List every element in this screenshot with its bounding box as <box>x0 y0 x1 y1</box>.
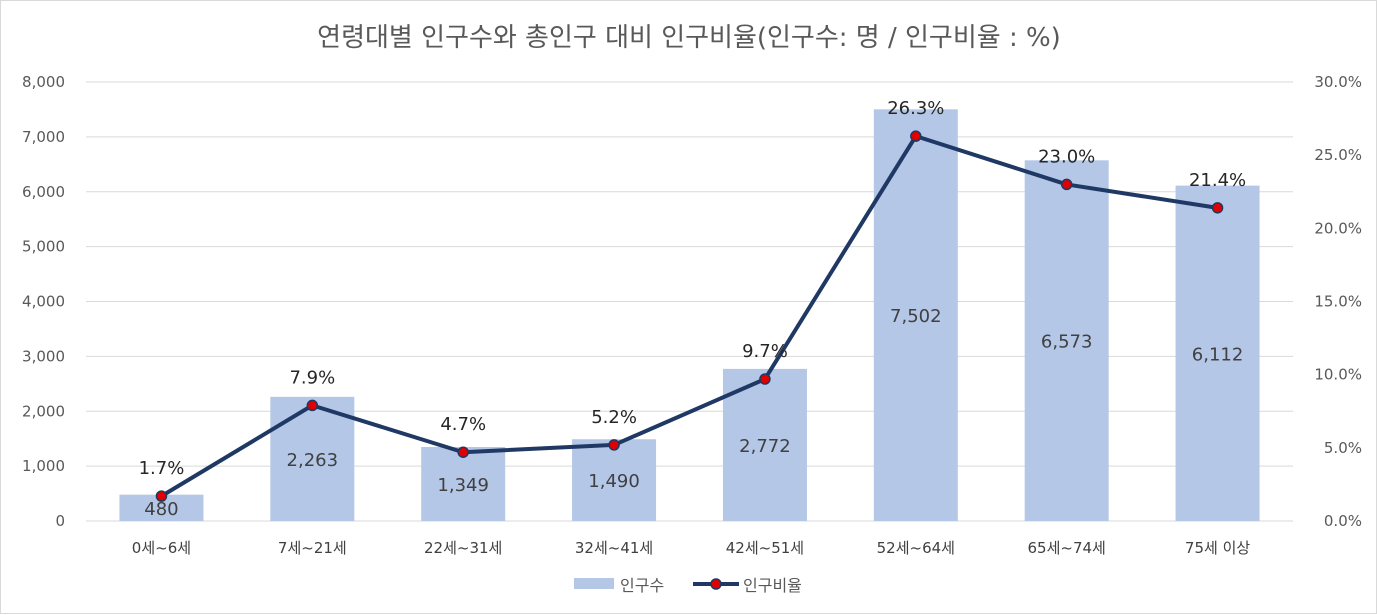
line-data-label: 21.4% <box>1189 170 1246 191</box>
gridlines <box>86 81 1293 522</box>
line-marker <box>608 439 620 451</box>
line-series <box>155 130 1224 502</box>
bar-series <box>119 109 1260 521</box>
line-data-label: 9.7% <box>742 341 788 362</box>
y-right-tick-label: 0.0% <box>1324 512 1362 530</box>
y-left-tick-label: 6,000 <box>22 183 65 201</box>
bar <box>572 439 657 521</box>
bar <box>1175 185 1260 521</box>
bar <box>1024 160 1109 521</box>
legend-marker-line <box>710 578 722 590</box>
y-right-tick-label: 20.0% <box>1314 219 1362 237</box>
y-left-tick-label: 7,000 <box>22 128 65 146</box>
line-marker <box>910 130 922 142</box>
x-tick-label: 32세~41세 <box>575 539 653 557</box>
y-right-tick-label: 25.0% <box>1314 146 1362 164</box>
x-tick-label: 7세~21세 <box>278 539 347 557</box>
legend-swatch-bars <box>574 578 614 589</box>
axes: 0 1,000 2,000 3,000 4,000 5,000 6,000 7,000 8,00… <box>22 73 1362 557</box>
line-data-label: 7.9% <box>289 367 335 388</box>
line-data-label: 4.7% <box>440 414 486 435</box>
y-right-tick-label: 10.0% <box>1314 366 1362 384</box>
y-left-tick-label: 4,000 <box>22 293 65 311</box>
bar <box>270 396 355 521</box>
bar <box>421 446 506 521</box>
line-marker <box>1211 202 1224 214</box>
bar-data-label: 2,263 <box>287 450 339 471</box>
bar-data-label: 2,772 <box>739 436 791 457</box>
line-data-label: 26.3% <box>887 98 944 119</box>
y-left-tick-label: 0 <box>55 512 65 530</box>
bar-data-label: 1,349 <box>437 475 489 496</box>
x-tick-label: 42세~51세 <box>726 539 804 557</box>
y-right-tick-label: 5.0% <box>1324 439 1362 457</box>
y-left-tick-label: 3,000 <box>22 347 65 365</box>
line-data-label: 5.2% <box>591 407 637 428</box>
y-left-tick-label: 8,000 <box>22 73 65 91</box>
legend-label-line: 인구비율 <box>743 576 802 595</box>
bar-data-label: 480 <box>144 499 178 520</box>
y-left-tick-label: 2,000 <box>22 402 65 420</box>
line-marker <box>306 399 319 412</box>
x-tick-label: 65세~74세 <box>1028 539 1106 557</box>
bar <box>722 368 807 521</box>
data-labels: 480 2,263 1,349 1,490 2,772 7,502 6,573 6,112 1.… <box>139 98 1247 520</box>
line-marker <box>759 373 771 385</box>
y-left-tick-label: 1,000 <box>22 457 65 475</box>
line-marker <box>457 446 469 458</box>
x-tick-label: 52세~64세 <box>877 539 955 557</box>
legend-label-bars: 인구수 <box>620 576 664 595</box>
x-tick-label: 0세~6세 <box>132 539 191 557</box>
bar-data-label: 7,502 <box>890 306 942 327</box>
line-data-label: 23.0% <box>1038 146 1095 167</box>
bar-data-label: 1,490 <box>588 471 640 492</box>
y-left-tick-label: 5,000 <box>22 238 65 256</box>
bar-data-label: 6,573 <box>1041 332 1093 353</box>
bar-data-label: 6,112 <box>1192 344 1244 365</box>
x-tick-label: 75세 이상 <box>1185 539 1250 557</box>
x-tick-label: 22세~31세 <box>424 539 502 557</box>
y-right-tick-label: 15.0% <box>1314 293 1362 311</box>
legend: 인구수 인구비율 <box>574 576 802 595</box>
line-path <box>160 134 1218 498</box>
chart-title: 연령대별 인구수와 총인구 대비 인구비율(인구수: 명 / 인구비율 : %) <box>317 23 1061 53</box>
line-marker <box>155 490 168 502</box>
line-data-label: 1.7% <box>139 458 185 479</box>
line-marker <box>1060 178 1073 191</box>
y-right-tick-label: 30.0% <box>1314 73 1362 91</box>
